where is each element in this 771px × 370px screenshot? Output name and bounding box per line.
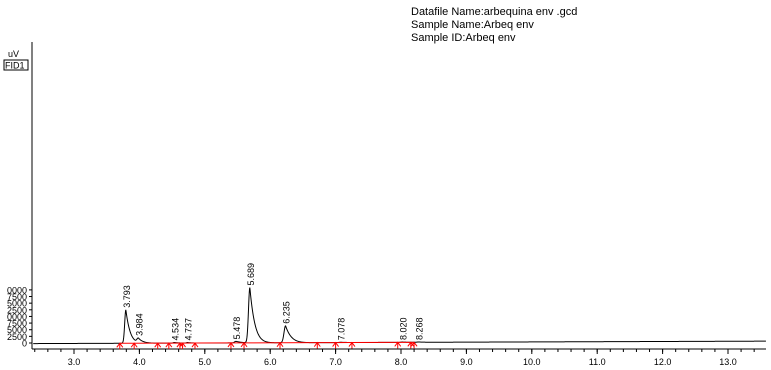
y-tick-label: 2500 [7,332,27,342]
y-tick-label: 5000 [7,325,27,335]
peak-label: 5.478 [232,317,242,340]
peak-label: 8.268 [415,317,425,340]
y-tick-label: 0000 [7,312,27,322]
x-tick-label: 9.0 [460,357,473,367]
integration-baselines [119,341,415,344]
peak-label: 7.078 [337,318,347,341]
detector-box: FID1 [3,59,29,71]
x-axis-ticks: 3.0 4.0 5.0 6.0 7.0 8.0 9.0 10.0 11.0 12.0 13.0 [34,349,755,367]
integration-marker [191,342,199,350]
x-tick-label: 4.0 [133,357,146,367]
peak-label: 4.534 [170,318,180,341]
sample-id: Sample ID:Arbeq env [411,32,516,44]
integration-marker [240,342,248,349]
integration-marker [394,341,402,349]
x-tick-label: 5.0 [199,357,212,367]
peak-label: 4.737 [184,318,194,341]
integration-marker [348,341,356,349]
peak-label: 5.689 [246,263,256,286]
integration-marker [227,342,235,349]
x-tick-label: 13.0 [719,357,737,367]
integration-marker [130,342,138,350]
integration-marker [332,341,339,349]
peak-label: 8.020 [398,318,408,341]
peak-label: 3.793 [122,285,132,308]
integration-markers [116,341,418,350]
peak-label: 6.235 [282,301,292,324]
integration-marker [276,341,284,349]
integration-marker [165,342,173,350]
sample-name: Sample Name:Arbeq env [411,19,534,31]
y-tick-label: 0000 [7,285,27,295]
integration-marker [116,342,124,350]
y-tick-label: 7500 [7,292,27,302]
datafile-name: Datafile Name:arbequina env .gcd [411,6,578,18]
integration-marker [407,341,415,349]
integration-marker [154,342,162,350]
x-tick-label: 12.0 [654,357,672,367]
x-tick-label: 6.0 [264,357,277,367]
x-tick-label: 3.0 [68,357,81,367]
integration-marker [179,342,186,350]
x-tick-label: 7.0 [329,357,342,367]
y-tick-label: 7500 [7,319,27,329]
axes [31,42,766,350]
y-tick-label: 2500 [7,305,27,315]
peak-label: 3.984 [134,313,144,336]
x-tick-label: 11.0 [589,357,606,367]
y-tick-label: 0 [22,339,27,349]
x-tick-label: 8.0 [395,357,408,367]
x-tick-label: 10.0 [523,357,541,367]
integration-marker [313,341,321,349]
y-tick-label: 5000 [7,299,27,309]
integration-marker [410,341,418,349]
y-axis-label: uV [8,49,19,59]
detector-label: FID1 [5,61,25,71]
